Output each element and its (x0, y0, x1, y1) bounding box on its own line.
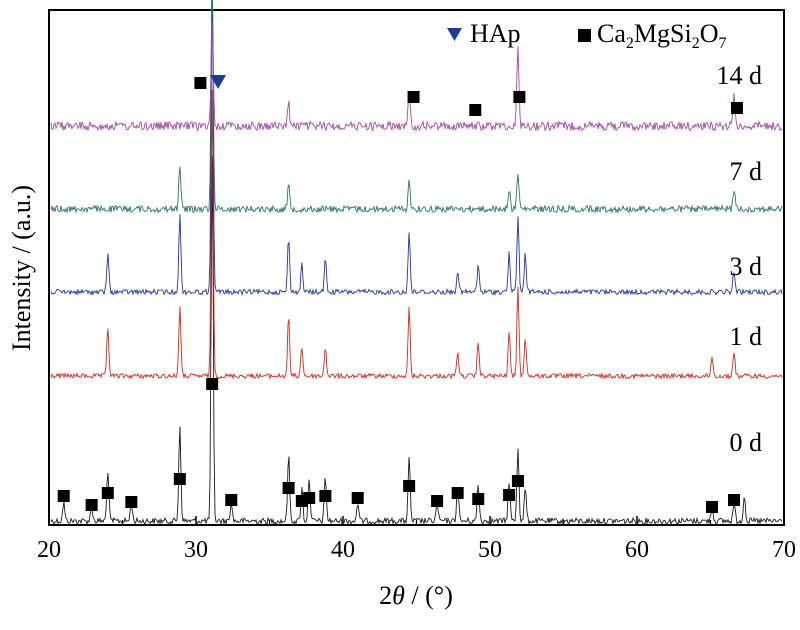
hap-marker (210, 75, 227, 89)
x-tick-label-60: 60 (625, 537, 649, 563)
series-label-14d: 14 d (717, 61, 763, 90)
legend-ca2mgsi2o7-marker (578, 29, 591, 42)
series-line-3d (50, 0, 783, 297)
legend: HAp Ca2MgSi2O7 (447, 19, 726, 52)
x-tick-label-50: 50 (478, 537, 502, 563)
ca2mgsi2o7-marker (407, 91, 420, 103)
ca2mgsi2o7-marker (282, 482, 295, 494)
y-axis-title: Intensity / (a.u.) (7, 185, 36, 351)
ca2mgsi2o7-marker (173, 473, 186, 485)
legend-label-o: O (700, 19, 719, 48)
ca2mgsi2o7-marker (351, 492, 364, 504)
ca2mgsi2o7-marker (469, 104, 482, 116)
series-line-14d (50, 21, 783, 132)
x-tick-label-30: 30 (184, 537, 208, 563)
legend-label-mgsi: MgSi (634, 19, 692, 48)
ca2mgsi2o7-marker (225, 494, 238, 506)
legend-ca2mgsi2o7-label: Ca2MgSi2O7 (597, 19, 726, 52)
ca2mgsi2o7-marker (730, 102, 743, 114)
x-tick-label-40: 40 (331, 537, 355, 563)
ca2mgsi2o7-marker (57, 490, 70, 502)
ca2mgsi2o7-marker (511, 475, 524, 487)
series-label-0d: 0 d (730, 428, 763, 457)
ca2mgsi2o7-marker (472, 493, 485, 505)
plot-frame (48, 9, 785, 526)
x-axis-title: 2θ / (°) (379, 581, 453, 610)
ca2mgsi2o7-marker (451, 487, 464, 499)
x-axis-title-var: θ (392, 581, 405, 610)
legend-hap-label: HAp (470, 19, 521, 48)
series-label-3d: 3 d (730, 252, 763, 281)
ca2mgsi2o7-marker (303, 492, 316, 504)
series-line-1d (50, 89, 783, 381)
x-axis-title-suffix: / (°) (405, 581, 453, 610)
x-axis-title-prefix: 2 (379, 581, 392, 610)
ca2mgsi2o7-marker (85, 499, 98, 511)
ca2mgsi2o7-marker (728, 494, 741, 506)
ca2mgsi2o7-marker (206, 378, 219, 390)
series-group (50, 0, 783, 526)
legend-label-sub1: 2 (626, 35, 634, 52)
x-tick-label-70: 70 (772, 537, 796, 563)
ca2mgsi2o7-marker (125, 496, 138, 508)
ca2mgsi2o7-marker (503, 489, 516, 501)
legend-label-ca: Ca (597, 19, 626, 48)
series-line-0d (50, 155, 783, 526)
series-label-1d: 1 d (730, 322, 763, 351)
ca2mgsi2o7-marker (403, 480, 416, 492)
ca2mgsi2o7-marker (101, 487, 114, 499)
series-label-7d: 7 d (730, 157, 763, 186)
x-tick-label-20: 20 (37, 537, 61, 563)
legend-label-sub2: 2 (692, 35, 700, 52)
series-line-7d (50, 0, 783, 214)
legend-label-sub3: 7 (718, 35, 726, 52)
ca2mgsi2o7-marker (319, 490, 332, 502)
legend-hap-marker (447, 28, 462, 41)
phase-markers (57, 75, 743, 513)
ca2mgsi2o7-marker (513, 91, 526, 103)
x-axis-ticks: 20 30 40 50 60 70 (37, 516, 796, 563)
ca2mgsi2o7-marker (431, 495, 444, 507)
ca2mgsi2o7-marker (194, 77, 207, 89)
ca2mgsi2o7-marker (705, 501, 718, 513)
